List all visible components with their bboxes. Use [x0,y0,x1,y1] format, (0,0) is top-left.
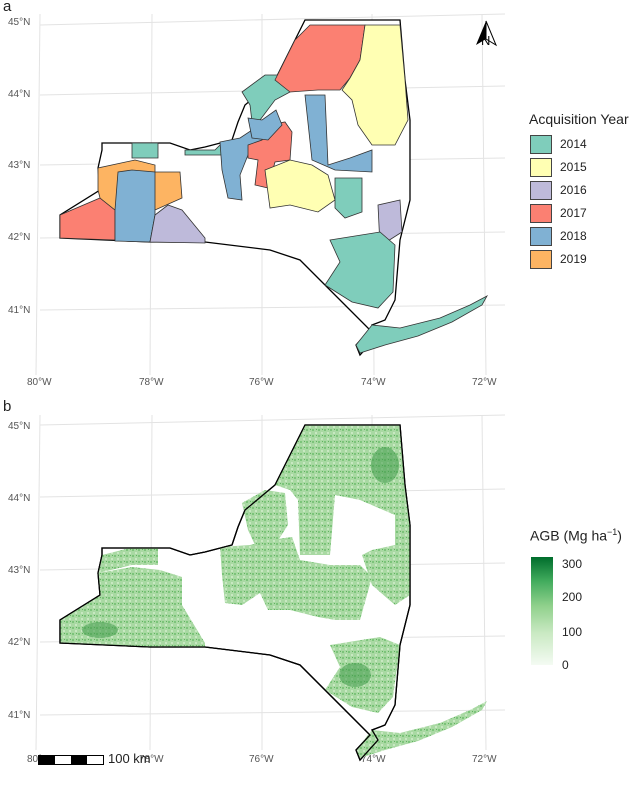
cbar-tick-label: 100 [562,625,583,639]
state-outline-border [59,424,411,762]
lat-label: 41°N [8,305,30,316]
agb-hotspot [82,622,118,638]
legend-item-2014: 2014 [530,134,587,154]
zone-2014 [334,177,363,219]
cbar-tick-label: 0 [562,658,569,672]
legend-agb-title: AGB (Mg ha−1) [530,527,622,544]
zone-2018 [304,94,373,173]
acquisition-zones [59,24,489,354]
lon-label: 78°W [139,754,164,765]
legend-item-2019: 2019 [530,249,587,269]
lon-label: 80°W [27,377,52,388]
lon-label: 76°W [249,754,274,765]
legend-label: 2014 [560,137,587,151]
agb-hotspot [371,447,399,483]
lat-labels: 45°N 44°N 43°N 42°N 41°N [8,17,30,316]
legend-year-title: Acquisition Year [529,111,629,127]
lat-label: 44°N [8,493,30,504]
panel-b-map: 45°N 44°N 43°N 42°N 41°N 80°W 78°W 76°W … [8,414,506,765]
lat-label: 45°N [8,421,30,432]
lat-label: 43°N [8,565,30,576]
legend-swatch [530,157,552,177]
legend-label: 2018 [560,229,587,243]
lat-label: 43°N [8,160,30,171]
legend-swatch [530,203,552,223]
legend-label: 2015 [560,160,587,174]
zone-2014 [355,295,489,354]
lon-label: 74°W [361,377,386,388]
agb-region [356,701,487,758]
lat-label: 41°N [8,710,30,721]
zone-2017 [59,197,116,241]
legend-item-2018: 2018 [530,226,587,246]
legend-swatch [530,134,552,154]
agb-hotspots [82,447,399,687]
north-arrow-label: N [481,33,490,48]
zone-2014 [241,74,291,123]
agb-raster [60,425,487,758]
zone-2015 [341,24,409,146]
legend-swatch [530,226,552,246]
scale-bar-label: 100 km [108,751,151,766]
legend-item-2015: 2015 [530,157,587,177]
lon-label: 76°W [249,377,274,388]
agb-region [98,548,158,573]
lat-label: 42°N [8,232,30,243]
lon-label: 72°W [472,754,497,765]
lon-label: 74°W [361,754,386,765]
legend-item-2016: 2016 [530,180,587,200]
zone-2016 [149,204,206,244]
legend-label: 2016 [560,183,587,197]
legend-swatch [530,180,552,200]
lon-label: 72°W [472,377,497,388]
lat-label: 42°N [8,637,30,648]
agb-colorbar [531,557,553,665]
lat-labels: 45°N 44°N 43°N 42°N 41°N [8,421,30,721]
legend-agb-title-sup: −1 [607,527,618,537]
agb-hotspot [339,663,371,687]
legend-label: 2017 [560,206,587,220]
cbar-tick-label: 300 [562,557,583,571]
cbar-tick-label: 200 [562,590,583,604]
lon-label: 78°W [139,377,164,388]
zone-2014 [324,231,396,309]
zone-2018 [114,169,156,243]
lon-labels: 80°W 78°W 76°W 74°W 72°W [27,377,497,388]
legend-label: 2019 [560,252,587,266]
north-arrow-icon: N [476,20,498,48]
scale-bar [38,755,104,765]
legend-agb-title-end: ) [617,527,622,544]
agb-region [220,537,372,620]
panel-b-letter: b [3,398,12,415]
legend-agb-title-text: AGB (Mg ha [530,527,608,544]
legend-item-2017: 2017 [530,203,587,223]
panel-a-map: 45°N 44°N 43°N 42°N 41°N 80°W 78°W 76°W … [8,13,506,388]
panel-a-letter: a [3,0,12,15]
legend-swatch [530,249,552,269]
lat-label: 45°N [8,17,30,28]
zone-2018 [247,109,283,141]
zone-2014 [131,142,159,159]
lat-label: 44°N [8,89,30,100]
